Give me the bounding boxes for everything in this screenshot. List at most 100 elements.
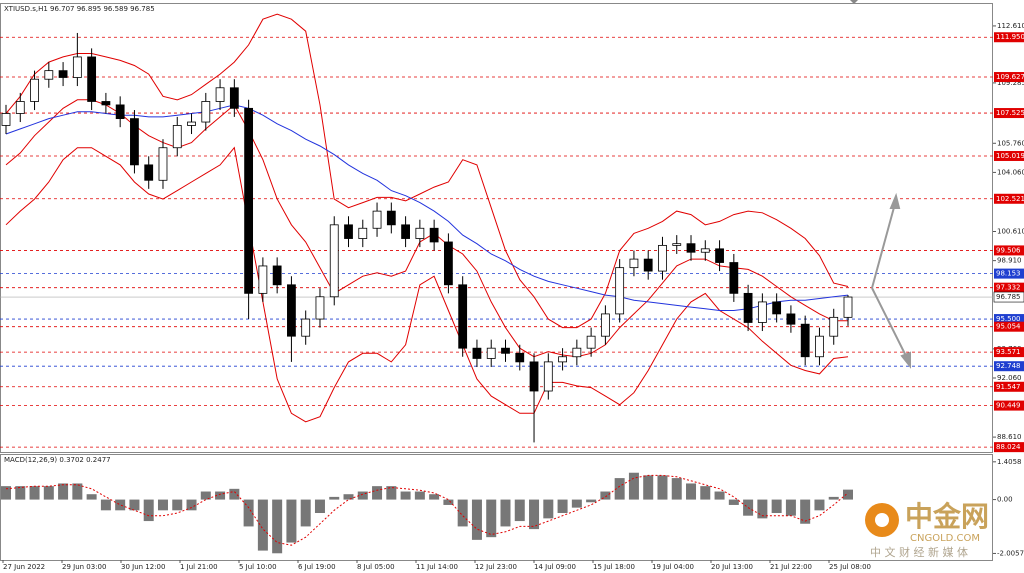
- candle-body: [501, 347, 510, 354]
- overlay-line: [5, 13, 849, 329]
- macd-bar: [86, 494, 97, 500]
- level-box: [994, 442, 1024, 453]
- y-tick-label: 112.610: [997, 22, 1024, 30]
- macd-bar: [443, 499, 454, 505]
- level-label: 95.500: [996, 315, 1021, 323]
- macd-bar: [429, 494, 440, 500]
- candle-body: [772, 301, 782, 315]
- candle-body: [615, 267, 625, 315]
- candle-body: [743, 292, 753, 323]
- candle-body: [229, 87, 239, 109]
- macd-bar: [571, 499, 582, 508]
- x-tick-label: 29 Jun 03:00: [62, 563, 106, 571]
- last-price-label: 96.785: [996, 293, 1021, 301]
- macd-bar: [543, 499, 554, 519]
- macd-bar: [529, 499, 540, 530]
- macd-bar: [686, 483, 697, 500]
- x-tick-label: 11 Jul 14:00: [416, 563, 458, 571]
- macd-bar: [785, 499, 796, 516]
- last-price-box: [993, 291, 1024, 303]
- macd-bar: [329, 496, 340, 500]
- macd-y-tick-label: -2.0057: [997, 549, 1024, 557]
- candle-body: [572, 347, 582, 358]
- candle-body: [44, 70, 54, 80]
- candle-body: [15, 101, 25, 114]
- macd-bar: [457, 499, 468, 527]
- x-tick-label: 15 Jul 18:00: [593, 563, 635, 571]
- level-box: [994, 361, 1024, 372]
- macd-bar: [757, 499, 768, 519]
- candle-body: [144, 164, 154, 181]
- candle-body: [444, 241, 453, 286]
- macd-bar: [628, 472, 639, 500]
- x-tick-label: 20 Jul 13:00: [711, 563, 753, 571]
- candle-body: [301, 318, 311, 337]
- brand: 中金网: [905, 500, 989, 533]
- level-label: 102.521: [996, 195, 1024, 203]
- macd-bar: [257, 499, 268, 551]
- x-tick-label: 25 Jul 08:00: [829, 563, 871, 571]
- level-label: 99.506: [996, 246, 1021, 254]
- level-label: 91.547: [996, 383, 1021, 391]
- x-tick-label: 12 Jul 23:00: [475, 563, 517, 571]
- macd-bar: [471, 499, 482, 540]
- chart-title: XTIUSD.s,H1 96.707 96.895 96.589 96.785: [4, 5, 155, 13]
- macd-bar: [243, 499, 254, 527]
- candle-body: [786, 313, 796, 325]
- level-label: 109.627: [996, 73, 1024, 81]
- macd-bar: [1, 486, 11, 500]
- candle-body: [87, 56, 97, 102]
- macd-bar: [186, 499, 197, 511]
- level-box: [994, 381, 1024, 392]
- macd-bar: [72, 483, 83, 500]
- candle-body: [686, 243, 696, 253]
- candle-body: [415, 227, 425, 239]
- level-label: 105.019: [996, 152, 1024, 160]
- macd-bar: [100, 499, 111, 511]
- overlay-line: [5, 104, 849, 311]
- macd-bar: [486, 499, 497, 538]
- level-box: [994, 72, 1024, 83]
- macd-bar: [600, 491, 611, 500]
- level-box: [994, 32, 1024, 43]
- level-box: [994, 321, 1024, 332]
- macd-bar: [514, 499, 525, 522]
- y-tick-label: 100.610: [997, 228, 1024, 236]
- level-box: [994, 268, 1024, 279]
- candle-body: [72, 56, 82, 78]
- macd-bar: [671, 478, 682, 500]
- candle-body: [172, 125, 182, 149]
- candle-body: [215, 87, 225, 102]
- macd-bar: [215, 491, 226, 500]
- macd-bar: [714, 491, 725, 500]
- arrow-down: [871, 287, 910, 363]
- level-label: 97.332: [996, 284, 1021, 292]
- x-tick-label: 5 Jul 10:00: [239, 563, 277, 571]
- macd-bar: [557, 499, 568, 514]
- macd-bar: [700, 486, 711, 500]
- macd-bar: [800, 499, 811, 524]
- candle-body: [272, 265, 282, 286]
- macd-bar: [386, 486, 397, 500]
- level-box: [994, 193, 1024, 204]
- macd-bar: [314, 499, 325, 514]
- candle-body: [729, 262, 739, 294]
- x-tick-label: 21 Jul 22:00: [770, 563, 812, 571]
- macd-y-tick-label: 0.00: [997, 496, 1013, 504]
- y-tick-label: 105.760: [997, 139, 1024, 147]
- level-label: 107.525: [996, 109, 1024, 117]
- candle-body: [1, 113, 11, 126]
- candle-body: [30, 78, 39, 102]
- candle-body: [586, 335, 596, 349]
- x-tick-label: 27 Jun 2022: [3, 563, 45, 571]
- overlay-line: [5, 99, 848, 358]
- macd-bar: [614, 478, 625, 500]
- candle-body: [543, 361, 553, 392]
- macd-bar: [771, 499, 782, 514]
- macd-bar: [414, 491, 425, 500]
- macd-bar: [15, 486, 26, 500]
- y-tick-label: 98.910: [997, 257, 1022, 265]
- level-box: [994, 314, 1024, 325]
- x-tick-label: 30 Jun 12:00: [121, 563, 165, 571]
